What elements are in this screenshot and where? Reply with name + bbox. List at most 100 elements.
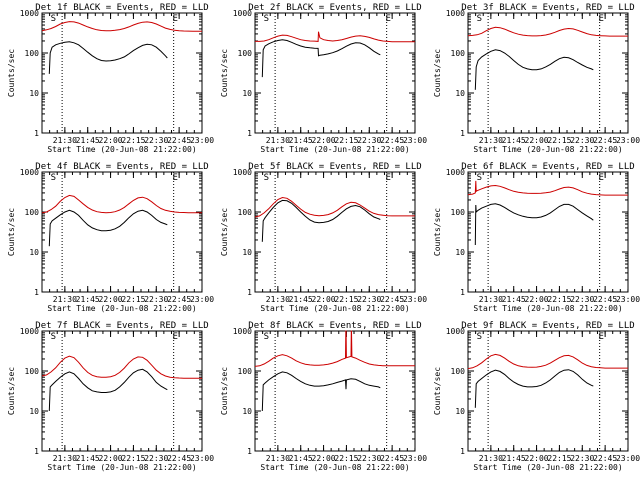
x-axis-label: Start Time (20-Jun-08 21:22:00): [473, 304, 622, 313]
panel-title: Det 9f BLACK = Events, RED = LLD: [461, 321, 634, 331]
plot-frame: [467, 171, 629, 293]
x-tick-label: 21:45: [289, 136, 313, 145]
marker-s: S: [477, 14, 482, 24]
x-tick-label: 21:45: [289, 454, 313, 463]
y-axis-label: Counts/sec: [220, 49, 229, 97]
y-axis-label: Counts/sec: [220, 208, 229, 256]
events-series-line: [48, 368, 168, 412]
marker-e: E: [386, 173, 391, 183]
x-axis-label: Start Time (20-Jun-08 21:22:00): [47, 304, 196, 313]
events-series-line: [474, 49, 594, 90]
y-axis-label: Counts/sec: [220, 367, 229, 415]
plot-frame: [254, 330, 416, 452]
x-axis-label: Start Time (20-Jun-08 21:22:00): [260, 304, 409, 313]
panel-title: Det 5f BLACK = Events, RED = LLD: [248, 162, 421, 172]
panel-title: Det 7f BLACK = Events, RED = LLD: [35, 321, 208, 331]
events-series-line: [48, 209, 168, 247]
x-tick-label: 22:00: [312, 136, 336, 145]
plot-frame: [41, 171, 203, 293]
x-tick-label: 22:15: [547, 295, 571, 304]
x-tick-label: 22:45: [167, 295, 191, 304]
y-tick-label: 10: [29, 407, 39, 416]
panel-title: Det 2f BLACK = Events, RED = LLD: [248, 3, 421, 13]
marker-s: S: [51, 14, 56, 24]
y-tick-label: 100: [238, 367, 253, 376]
marker-e: E: [173, 14, 178, 24]
marker-e: E: [386, 332, 391, 342]
panel-1: Det 1f BLACK = Events, RED = LLD 1 10 100 10…: [7, 3, 214, 154]
x-tick-label: 22:30: [357, 136, 381, 145]
y-tick-label: 1000: [446, 168, 465, 177]
y-tick-label: 100: [238, 49, 253, 58]
marker-s: S: [51, 173, 56, 183]
x-tick-label: 23:00: [403, 454, 427, 463]
y-tick-label: 1000: [20, 9, 39, 18]
panel-title: Det 6f BLACK = Events, RED = LLD: [461, 162, 634, 172]
x-axis-label: Start Time (20-Jun-08 21:22:00): [47, 145, 196, 154]
x-tick-label: 22:45: [593, 136, 617, 145]
x-tick-label: 22:30: [357, 295, 381, 304]
events-series-line: [474, 369, 594, 408]
x-tick-label: 22:30: [570, 295, 594, 304]
x-tick-label: 21:30: [479, 295, 503, 304]
y-tick-label: 1000: [233, 327, 252, 336]
y-tick-label: 1000: [20, 327, 39, 336]
panel-title: Det 3f BLACK = Events, RED = LLD: [461, 3, 634, 13]
x-tick-label: 22:45: [167, 136, 191, 145]
lld-series-line: [467, 26, 628, 37]
x-tick-label: 23:00: [190, 454, 214, 463]
marker-e: E: [173, 173, 178, 183]
x-tick-label: 22:00: [99, 136, 123, 145]
lld-series-line: [255, 31, 415, 43]
plot-frame: [467, 12, 629, 134]
x-tick-label: 22:45: [593, 454, 617, 463]
y-tick-label: 1000: [446, 9, 465, 18]
x-tick-label: 22:15: [547, 136, 571, 145]
x-axis-label: Start Time (20-Jun-08 21:22:00): [47, 463, 196, 472]
x-tick-label: 21:45: [502, 454, 526, 463]
x-tick-label: 23:00: [190, 295, 214, 304]
x-axis-label: Start Time (20-Jun-08 21:22:00): [473, 463, 622, 472]
lld-series-line: [467, 180, 628, 196]
x-tick-label: 22:30: [570, 454, 594, 463]
marker-s: S: [264, 332, 269, 342]
x-tick-label: 23:00: [403, 295, 427, 304]
y-axis-label: Counts/sec: [433, 49, 442, 97]
x-tick-label: 22:45: [380, 136, 404, 145]
x-tick-label: 22:30: [570, 136, 594, 145]
x-tick-label: 21:45: [502, 295, 526, 304]
x-tick-label: 22:15: [334, 295, 358, 304]
x-tick-label: 21:30: [53, 295, 77, 304]
plot-frame: [254, 12, 416, 134]
y-tick-label: 10: [455, 89, 465, 98]
panel-title: Det 4f BLACK = Events, RED = LLD: [35, 162, 208, 172]
x-tick-label: 22:45: [380, 454, 404, 463]
x-tick-label: 22:30: [144, 136, 168, 145]
panel-6: Det 6f BLACK = Events, RED = LLD 1 10 100 10…: [433, 162, 640, 313]
y-tick-label: 1: [460, 288, 465, 297]
plot-frame: [41, 12, 203, 134]
plot-frame: [254, 171, 416, 293]
x-tick-label: 22:45: [380, 295, 404, 304]
marker-e: E: [599, 14, 604, 24]
y-tick-label: 100: [451, 49, 466, 58]
x-tick-label: 22:15: [334, 136, 358, 145]
x-tick-label: 22:00: [525, 295, 549, 304]
x-tick-label: 23:00: [403, 136, 427, 145]
marker-s: S: [477, 173, 482, 183]
panel-2: Det 2f BLACK = Events, RED = LLD 1 10 100 10…: [220, 3, 427, 154]
x-tick-label: 22:30: [357, 454, 381, 463]
marker-e: E: [173, 332, 178, 342]
x-tick-label: 23:00: [616, 136, 640, 145]
y-tick-label: 1: [34, 129, 39, 138]
marker-s: S: [477, 332, 482, 342]
y-axis-label: Counts/sec: [433, 208, 442, 256]
marker-e: E: [599, 332, 604, 342]
y-axis-label: Counts/sec: [433, 367, 442, 415]
lld-series-line: [41, 21, 202, 32]
y-tick-label: 100: [451, 208, 466, 217]
events-series-line: [474, 203, 594, 246]
y-tick-label: 1000: [233, 168, 252, 177]
x-tick-label: 21:45: [76, 454, 100, 463]
y-tick-label: 1000: [20, 168, 39, 177]
